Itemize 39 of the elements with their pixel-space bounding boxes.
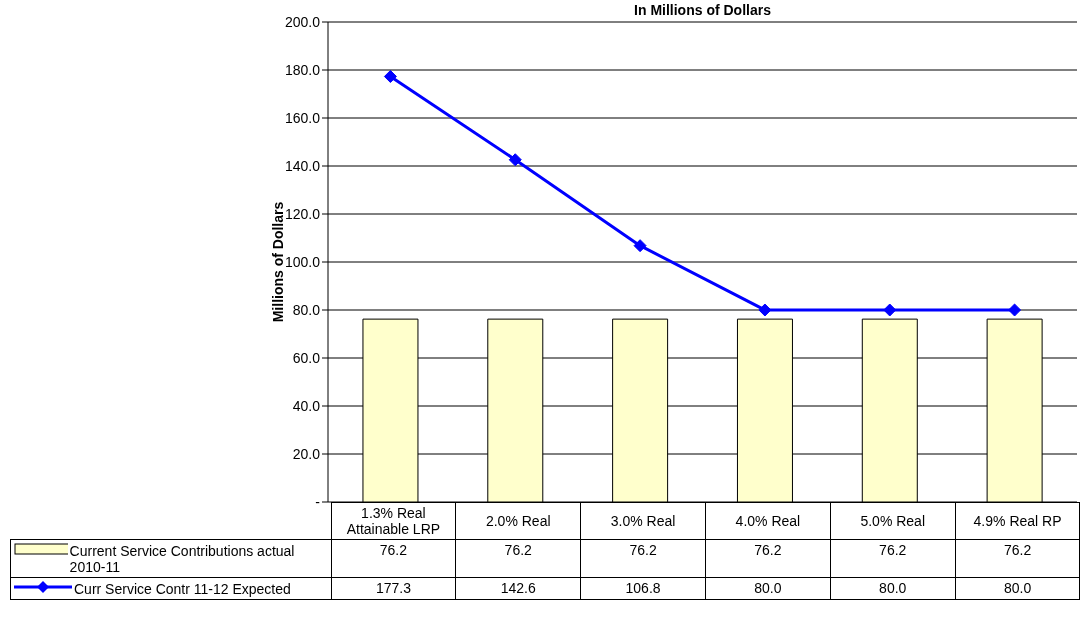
data-label: 76.2: [331, 539, 456, 578]
x-tick-label: 1.3% Real Attainable LRP: [331, 502, 456, 540]
x-tick-label: 4.9% Real RP: [955, 502, 1080, 540]
data-label: 80.0: [830, 577, 956, 600]
y-tick-label: 120.0: [284, 205, 321, 222]
y-tick-label: 60.0: [292, 349, 321, 366]
data-label: 80.0: [705, 577, 831, 600]
y-tick-label: 140.0: [284, 157, 321, 174]
y-tick-label: 100.0: [284, 253, 321, 270]
data-label: 76.2: [455, 539, 581, 578]
data-label: 106.8: [580, 577, 706, 600]
legend-label: Curr Service Contr 11-12 Expected: [74, 581, 291, 597]
y-axis-title: Millions of Dollars: [269, 201, 286, 323]
y-tick-label: -: [315, 493, 321, 510]
point: [758, 303, 772, 317]
chart-title: In Millions of Dollars: [633, 2, 772, 18]
x-tick-label: 4.0% Real: [705, 502, 831, 540]
point: [1008, 303, 1022, 317]
data-label: 76.2: [830, 539, 956, 578]
data-label: 80.0: [955, 577, 1080, 600]
point: [883, 303, 897, 317]
y-tick-label: 200.0: [284, 13, 321, 30]
point: [508, 153, 522, 167]
y-tick-label: 180.0: [284, 61, 321, 78]
x-tick-label: 3.0% Real: [580, 502, 706, 540]
data-label: 76.2: [705, 539, 831, 578]
point: [633, 239, 647, 253]
data-label: 76.2: [955, 539, 1080, 578]
data-label: 177.3: [331, 577, 456, 600]
y-tick-label: 160.0: [284, 109, 321, 126]
point: [383, 69, 397, 83]
y-tick-label: 40.0: [292, 397, 321, 414]
x-tick-label: 5.0% Real: [830, 502, 956, 540]
legend-label: Current Service Contributions actual 2010-11: [69, 543, 296, 575]
y-tick-label: 20.0: [292, 445, 321, 462]
data-label: 76.2: [580, 539, 706, 578]
data-label: 142.6: [455, 577, 581, 600]
x-tick-label: 2.0% Real: [455, 502, 581, 540]
y-tick-label: 80.0: [292, 301, 321, 318]
